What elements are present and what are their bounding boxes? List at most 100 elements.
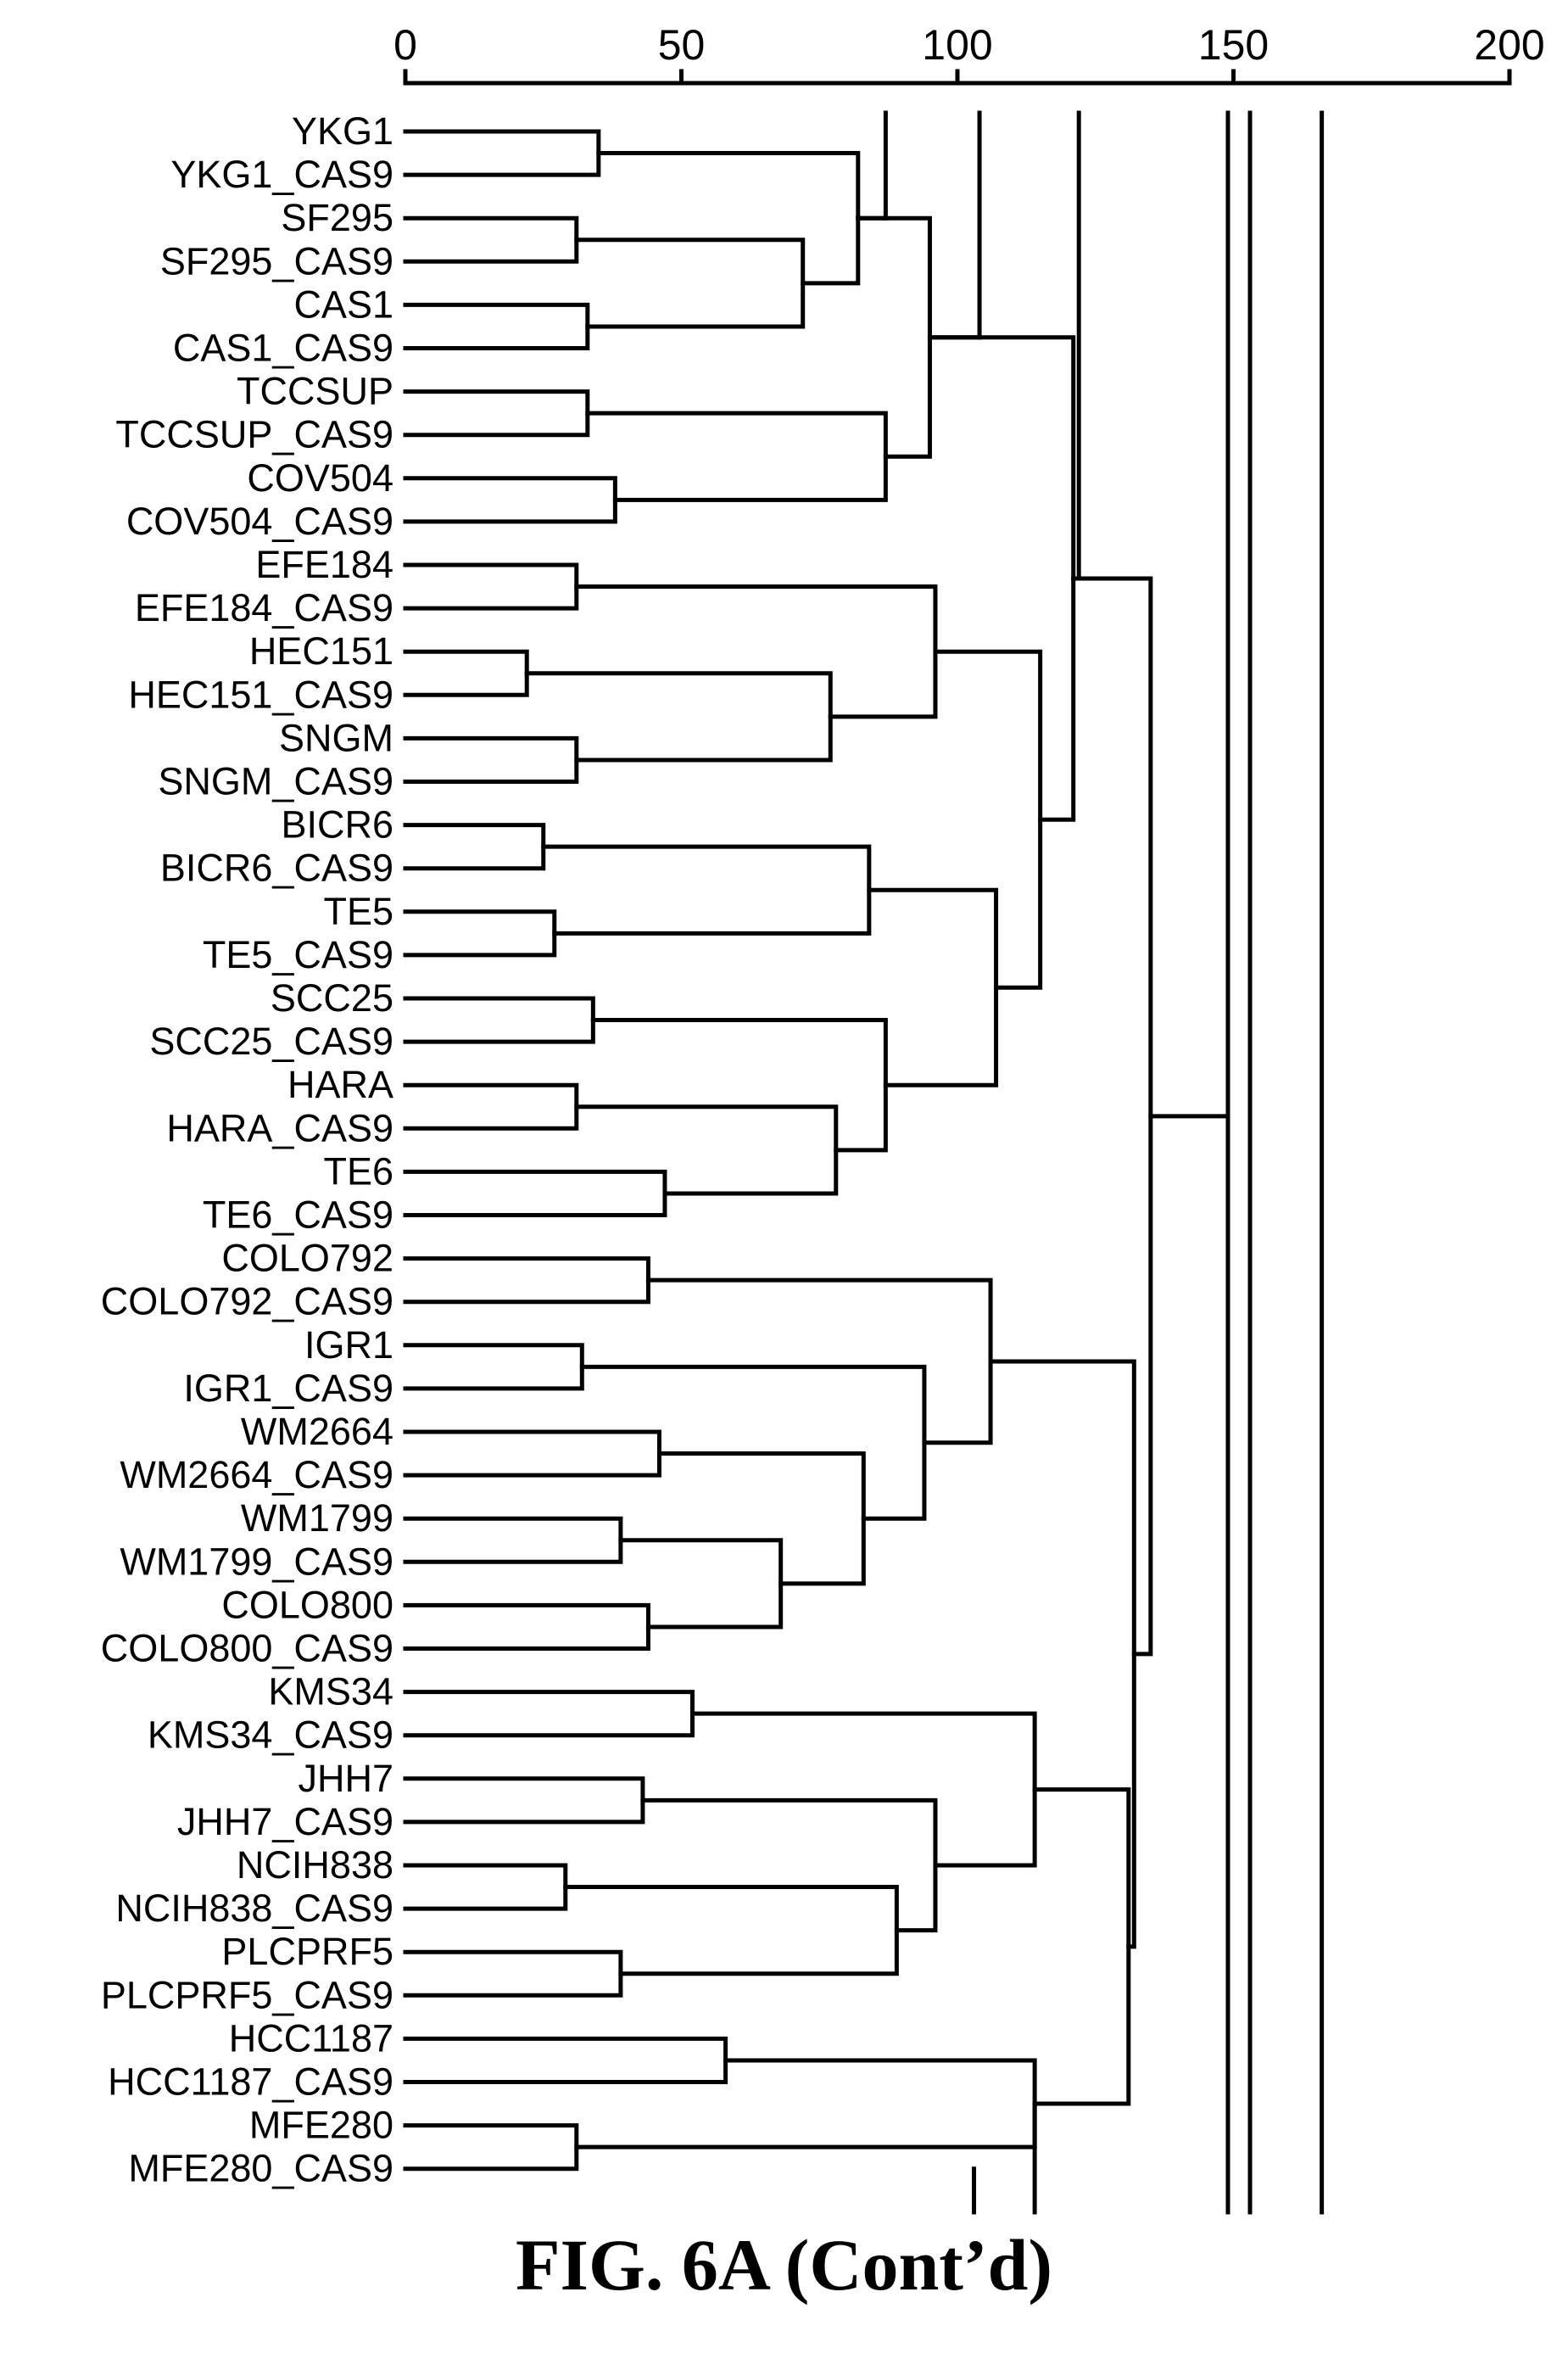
leaf-label: KMS34	[268, 1670, 393, 1713]
dendrogram-link	[403, 1256, 650, 1305]
leaf-label: SNGM_CAS9	[158, 760, 393, 803]
leaf-label: WM2664	[241, 1410, 393, 1453]
dendrogram-link	[403, 649, 529, 697]
dendrogram-link	[403, 1602, 650, 1651]
leaf-label: YKG1_CAS9	[170, 153, 393, 196]
axis-tick-label: 50	[658, 21, 706, 69]
leaf-label: BICR6_CAS9	[160, 847, 393, 890]
dendrogram-link	[403, 129, 601, 177]
leaf-label: MFE280_CAS9	[128, 2147, 393, 2190]
dendrogram-link	[403, 389, 590, 438]
leaf-label: HARA_CAS9	[166, 1106, 393, 1149]
leaf-label: NCIH838_CAS9	[115, 1887, 393, 1930]
leaf-label: COLO792	[221, 1237, 393, 1280]
leaf-label: HEC151_CAS9	[128, 673, 393, 716]
dendrogram-link	[541, 844, 872, 936]
axis-tick-label: 100	[922, 21, 992, 69]
leaf-label: JHH7	[298, 1757, 393, 1800]
leaf-label: MFE280	[249, 2104, 393, 2147]
dendrogram-link	[403, 2123, 579, 2172]
dendrogram-link	[988, 1359, 1136, 1949]
leaf-label: HEC151	[249, 629, 393, 673]
leaf-label: TE5	[323, 890, 393, 933]
leaf-label: TCCSUP_CAS9	[115, 413, 393, 456]
leaf-label: IGR1_CAS9	[183, 1367, 393, 1410]
dendrogram-link	[403, 1082, 579, 1131]
leaf-label: IGR1	[304, 1323, 393, 1367]
dendrogram-link	[403, 823, 546, 871]
leaf-label: HARA	[287, 1063, 393, 1106]
leaf-label: TCCSUP	[237, 370, 393, 413]
leaf-label: TE6	[323, 1149, 393, 1193]
leaf-label: CAS1	[293, 282, 393, 326]
leaf-label: TE5_CAS9	[203, 933, 393, 976]
leaf-label: EFE184	[255, 543, 393, 586]
dendrogram-link	[645, 1277, 993, 1445]
dendrogram-link	[618, 1538, 784, 1629]
leaf-label: SF295	[281, 196, 393, 239]
leaf-label: COV504	[247, 456, 393, 500]
dendrogram-link	[585, 411, 888, 502]
leaf-label: HCC1187	[229, 2016, 393, 2060]
dendrogram-link	[403, 1690, 695, 1738]
dendrogram-link	[867, 887, 999, 1087]
leaf-label: YKG1	[292, 109, 393, 153]
leaf-label: NCIH838	[237, 1843, 393, 1887]
dendrogram-link	[596, 151, 861, 286]
leaf-label: COV504_CAS9	[126, 500, 393, 543]
leaf-label: BICR6	[281, 803, 393, 847]
dendrogram-link	[403, 1949, 623, 1998]
dendrogram-link	[579, 1364, 927, 1521]
dendrogram-link	[574, 1104, 839, 1196]
dendrogram-link	[590, 1018, 888, 1153]
axis-tick-label: 150	[1198, 21, 1269, 69]
dendrogram-link	[403, 1863, 568, 1911]
top-axis: 0 50 100 150 200	[393, 21, 1545, 86]
dendrogram-link	[1071, 576, 1153, 1657]
dendrogram-link	[403, 996, 595, 1044]
axis-tick-label: 0	[393, 21, 417, 69]
axis-tick-label: 200	[1474, 21, 1544, 69]
leaf-label: WM2664_CAS9	[120, 1453, 393, 1496]
leaf-label: COLO800_CAS9	[101, 1627, 393, 1670]
leaf-label: SCC25	[271, 976, 393, 1020]
dendrogram-link	[690, 1711, 1037, 1868]
leaf-labels: YKG1YKG1_CAS9SF295SF295_CAS9CAS1CAS1_CAS…	[101, 109, 393, 2190]
dendrogram-link	[403, 1776, 645, 1825]
dendrogram-link	[574, 584, 938, 719]
leaf-label: COLO792_CAS9	[101, 1280, 393, 1323]
leaf-label: SCC25_CAS9	[149, 1020, 393, 1063]
leaf-label: WM1799	[241, 1496, 393, 1540]
dendrogram-link	[524, 671, 833, 763]
dendrogram-link	[574, 238, 806, 329]
leaf-label: KMS34_CAS9	[148, 1713, 393, 1757]
figure-caption: FIG. 6A (Cont’d)	[515, 2224, 1053, 2306]
dendrogram-link	[403, 302, 590, 350]
dendrogram-link	[640, 1797, 938, 1933]
dendrogram-link	[403, 909, 557, 958]
dendrogram-link	[403, 562, 579, 611]
leaf-label: PLCPRF5	[221, 1930, 393, 1973]
dendrogram-link	[403, 735, 579, 784]
dendrogram-link	[563, 1885, 899, 1976]
dendrogram-link	[403, 215, 579, 264]
dendrogram-links	[403, 129, 1153, 2172]
leaf-label: WM1799_CAS9	[120, 1540, 393, 1583]
dendrogram-link	[403, 1516, 623, 1564]
dendrogram-link	[403, 2036, 728, 2084]
leaf-label: JHH7_CAS9	[177, 1800, 393, 1843]
leaf-label: SF295_CAS9	[160, 239, 393, 282]
leaf-label: COLO800	[221, 1583, 393, 1626]
dendrogram-link	[403, 1343, 584, 1391]
dendrogram-link	[1032, 1787, 1131, 2106]
dendrogram-link	[574, 2058, 1037, 2149]
leaf-label: HCC1187_CAS9	[108, 2060, 393, 2104]
dendrogram-link	[403, 1429, 661, 1478]
dendrogram-link	[933, 649, 1043, 990]
dendrogram-link	[403, 1169, 667, 1217]
leaf-label: CAS1_CAS9	[173, 327, 393, 370]
dendrogram-link	[856, 215, 932, 459]
dendrogram-link	[927, 335, 1076, 822]
leaf-label: EFE184_CAS9	[135, 586, 393, 629]
